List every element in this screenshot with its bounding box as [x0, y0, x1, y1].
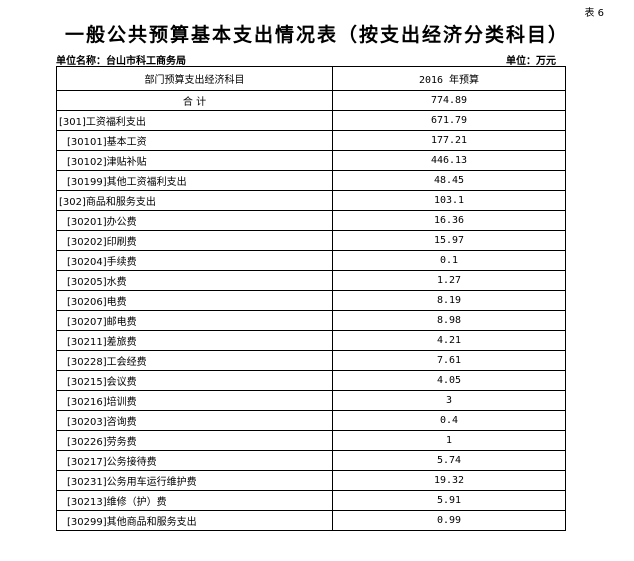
table-row: [30216]培训费 3 — [56, 390, 566, 411]
row-value: 5.74 — [332, 450, 566, 471]
row-value: 8.19 — [332, 290, 566, 311]
table-row: [30199]其他工资福利支出 48.45 — [56, 170, 566, 191]
unit-name: 单位名称：台山市科工商务局 — [56, 56, 186, 67]
row-label: [30206]电费 — [56, 290, 333, 311]
row-value: 7.61 — [332, 350, 566, 371]
row-value: 4.05 — [332, 370, 566, 391]
table-row: [30226]劳务费 1 — [56, 430, 566, 451]
table-header-row: 部门预算支出经济科目 2016 年预算 — [56, 66, 566, 91]
row-label: [30205]水费 — [56, 270, 333, 291]
row-label: [30204]手续费 — [56, 250, 333, 271]
total-label: 合 计 — [56, 90, 333, 111]
row-value: 19.32 — [332, 470, 566, 491]
table-row: [30206]电费 8.19 — [56, 290, 566, 311]
table-row: [30213]维修（护）费 5.91 — [56, 490, 566, 511]
row-value: 8.98 — [332, 310, 566, 331]
total-value: 774.89 — [332, 90, 566, 111]
row-label: [30217]公务接待费 — [56, 450, 333, 471]
unit-info: 单位名称：台山市科工商务局 单位：万元 — [56, 52, 556, 67]
row-value: 4.21 — [332, 330, 566, 351]
table-row: [30211]差旅费 4.21 — [56, 330, 566, 351]
page-title: 一般公共预算基本支出情况表（按支出经济分类科目） — [64, 24, 569, 46]
table-row: [30204]手续费 0.1 — [56, 250, 566, 271]
row-label: [30211]差旅费 — [56, 330, 333, 351]
row-value: 103.1 — [332, 190, 566, 211]
table-row: [30202]印刷费 15.97 — [56, 230, 566, 251]
budget-table: 部门预算支出经济科目 2016 年预算 合 计 774.89 [301]工资福利… — [56, 66, 566, 531]
row-label: [30203]咨询费 — [56, 410, 333, 431]
row-label: [30101]基本工资 — [56, 130, 333, 151]
row-label: [30199]其他工资福利支出 — [56, 170, 333, 191]
row-label: [30226]劳务费 — [56, 430, 333, 451]
row-value: 446.13 — [332, 150, 566, 171]
table-row: [30228]工会经费 7.61 — [56, 350, 566, 371]
row-label: [30231]公务用车运行维护费 — [56, 470, 333, 491]
row-label: [30102]津贴补贴 — [56, 150, 333, 171]
row-value: 671.79 — [332, 110, 566, 131]
table-row: [30299]其他商品和服务支出 0.99 — [56, 510, 566, 531]
row-label: [30202]印刷费 — [56, 230, 333, 251]
currency-unit: 单位：万元 — [506, 56, 556, 67]
table-row: [30215]会议费 4.05 — [56, 370, 566, 391]
table-row: [30231]公务用车运行维护费 19.32 — [56, 470, 566, 491]
table-row: [30217]公务接待费 5.74 — [56, 450, 566, 471]
row-label: [30201]办公费 — [56, 210, 333, 231]
row-value: 0.4 — [332, 410, 566, 431]
row-label: [301]工资福利支出 — [56, 110, 333, 131]
table-row: [30203]咨询费 0.4 — [56, 410, 566, 431]
row-value: 15.97 — [332, 230, 566, 251]
table-row: [30207]邮电费 8.98 — [56, 310, 566, 331]
table-row: [302]商品和服务支出 103.1 — [56, 190, 566, 211]
total-row: 合 计 774.89 — [56, 90, 566, 111]
table-row: [301]工资福利支出 671.79 — [56, 110, 566, 131]
row-label: [30216]培训费 — [56, 390, 333, 411]
row-label: [30207]邮电费 — [56, 310, 333, 331]
row-value: 1.27 — [332, 270, 566, 291]
table-number: 表 6 — [584, 8, 604, 19]
row-value: 0.99 — [332, 510, 566, 531]
row-value: 48.45 — [332, 170, 566, 191]
table-row: [30205]水费 1.27 — [56, 270, 566, 291]
row-label: [30213]维修（护）费 — [56, 490, 333, 511]
row-label: [302]商品和服务支出 — [56, 190, 333, 211]
table-row: [30201]办公费 16.36 — [56, 210, 566, 231]
row-label: [30299]其他商品和服务支出 — [56, 510, 333, 531]
row-value: 16.36 — [332, 210, 566, 231]
table-row: [30101]基本工资 177.21 — [56, 130, 566, 151]
row-label: [30215]会议费 — [56, 370, 333, 391]
column-header-budget: 2016 年预算 — [332, 66, 566, 91]
row-value: 177.21 — [332, 130, 566, 151]
row-label: [30228]工会经费 — [56, 350, 333, 371]
column-header-item: 部门预算支出经济科目 — [56, 66, 333, 91]
row-value: 3 — [332, 390, 566, 411]
row-value: 0.1 — [332, 250, 566, 271]
table-row: [30102]津贴补贴 446.13 — [56, 150, 566, 171]
row-value: 5.91 — [332, 490, 566, 511]
row-value: 1 — [332, 430, 566, 451]
